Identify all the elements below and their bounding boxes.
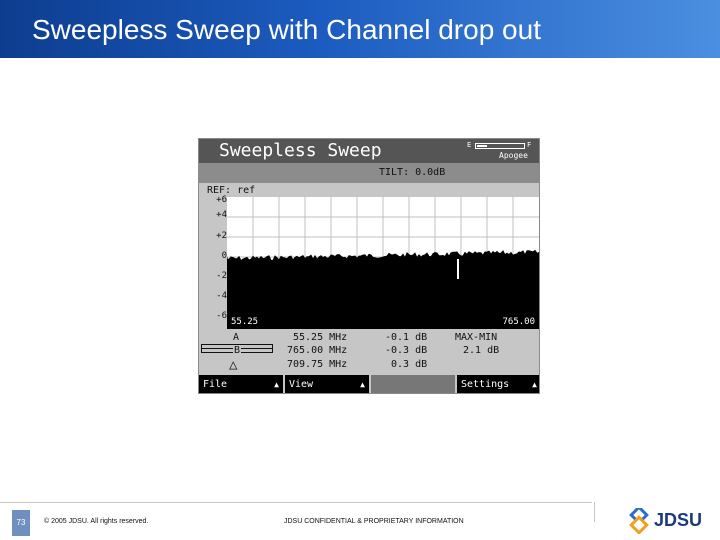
softkey-view[interactable]: View ▲: [285, 375, 369, 393]
marker-a-level: -0.1 dB: [385, 332, 428, 343]
x-start-label: 55.25: [231, 317, 259, 327]
screen-title: Sweepless Sweep: [219, 140, 382, 161]
y-tick-label: -2: [216, 271, 227, 281]
battery-bar: [475, 143, 525, 149]
battery-icon: E F: [467, 141, 533, 150]
page-number: 73: [12, 510, 30, 536]
tilt-readout: TILT: 0.0dB: [379, 167, 446, 178]
sweep-plot-svg: [227, 197, 539, 329]
copyright-text: © 2005 JDSU. All rights reserved.: [44, 518, 149, 525]
marker-b-label: B: [233, 345, 242, 357]
slide-title: Sweepless Sweep with Channel drop out: [32, 14, 541, 45]
confidential-text: JDSU CONFIDENTIAL & PROPRIETARY INFORMAT…: [284, 518, 464, 525]
marker-b-freq: 765.00 MHz: [287, 345, 348, 356]
marker-b-level: -0.3 dB: [385, 345, 428, 356]
jdsu-logo-icon: [629, 508, 649, 534]
marker-delta-icon: △: [229, 357, 238, 373]
sweep-trace: [227, 249, 539, 329]
softkey-file-label: File: [203, 379, 228, 390]
y-tick-label: 0: [221, 251, 227, 261]
up-arrow-icon: ▲: [274, 380, 279, 389]
maxmin-label: MAX-MIN: [455, 332, 498, 343]
sweep-plot: 55.25 765.00: [227, 197, 539, 329]
softkey-file[interactable]: File ▲: [199, 375, 283, 393]
y-tick-label: +2: [216, 231, 227, 241]
brand-label: Apogee: [499, 151, 528, 160]
screen-header: Sweepless Sweep E F Apogee: [199, 139, 539, 163]
jdsu-logo: JDSU: [626, 508, 714, 534]
ref-label: REF: ref: [207, 185, 256, 196]
up-arrow-icon: ▲: [532, 380, 537, 389]
battery-full-label: F: [527, 141, 532, 149]
maxmin-value: 2.1 dB: [463, 345, 500, 356]
y-tick-label: +4: [216, 210, 227, 220]
footer-divider: [0, 502, 592, 503]
y-tick-label: -6: [216, 311, 227, 321]
marker-a-label: A: [233, 332, 240, 343]
tilt-row: TILT: 0.0dB: [199, 163, 539, 183]
footer-vertical-divider: [594, 502, 595, 522]
y-tick-label: +6: [216, 195, 227, 205]
x-end-label: 765.00: [502, 317, 535, 327]
instrument-screen: Sweepless Sweep E F Apogee TILT: 0.0dB R…: [198, 138, 540, 394]
up-arrow-icon: ▲: [360, 380, 365, 389]
marker-delta-freq: 709.75 MHz: [287, 359, 348, 370]
softkey-view-label: View: [289, 379, 314, 390]
softkey-empty[interactable]: [371, 375, 455, 393]
battery-empty-label: E: [467, 141, 472, 149]
logo-text: JDSU: [654, 510, 703, 530]
slide-title-banner: Sweepless Sweep with Channel drop out: [0, 0, 720, 58]
marker-table: A 55.25 MHz -0.1 dB MAX-MIN B 765.00 MHz…: [199, 332, 539, 374]
y-tick-label: -4: [216, 291, 227, 301]
softkey-settings[interactable]: Settings ▲: [457, 375, 539, 393]
softkey-settings-label: Settings: [461, 379, 510, 390]
softkey-bar: File ▲ View ▲ Settings ▲: [199, 375, 539, 393]
y-axis-labels: +6 +4 +2 0 -2 -4 -6: [205, 195, 227, 321]
marker-a-freq: 55.25 MHz: [293, 332, 348, 343]
marker-delta-level: 0.3 dB: [391, 359, 428, 370]
channel-dropout-marker: [457, 259, 459, 279]
